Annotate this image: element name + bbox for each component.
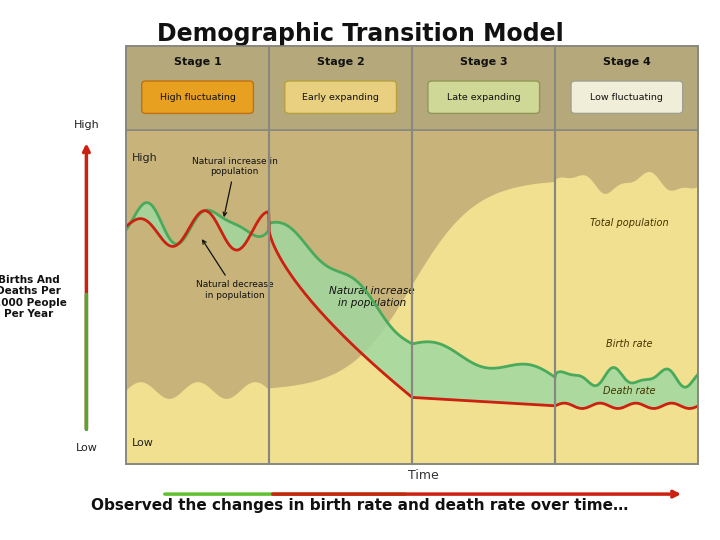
FancyBboxPatch shape [428, 81, 539, 113]
Bar [126, 46, 698, 464]
Text: Stage 3: Stage 3 [460, 57, 508, 67]
Text: Low: Low [76, 443, 97, 453]
Text: Late expanding: Late expanding [447, 93, 521, 102]
Text: Births And
Deaths Per
1,000 People
Per Year: Births And Deaths Per 1,000 People Per Y… [0, 275, 67, 319]
Text: Low fluctuating: Low fluctuating [590, 93, 663, 102]
FancyBboxPatch shape [571, 81, 683, 113]
Text: Total population: Total population [590, 218, 669, 228]
Bar [126, 46, 698, 130]
FancyBboxPatch shape [285, 81, 397, 113]
Text: Low: Low [132, 437, 153, 448]
Text: Stage 1: Stage 1 [174, 57, 222, 67]
Text: Stage 4: Stage 4 [603, 57, 651, 67]
Text: Natural increase in
population: Natural increase in population [192, 157, 278, 216]
Text: High: High [132, 153, 158, 163]
Text: High fluctuating: High fluctuating [160, 93, 235, 102]
Text: Birth rate: Birth rate [606, 339, 653, 349]
Text: Demographic Transition Model: Demographic Transition Model [157, 22, 563, 45]
Text: Early expanding: Early expanding [302, 93, 379, 102]
Text: Natural decrease
in population: Natural decrease in population [196, 240, 274, 300]
Text: Time: Time [408, 469, 438, 482]
Text: Death rate: Death rate [603, 386, 656, 396]
Text: Observed the changes in birth rate and death rate over time…: Observed the changes in birth rate and d… [91, 498, 629, 513]
Text: High: High [73, 119, 99, 130]
Text: Natural increase
in population: Natural increase in population [329, 286, 415, 308]
Text: Stage 2: Stage 2 [317, 57, 364, 67]
FancyBboxPatch shape [142, 81, 253, 113]
